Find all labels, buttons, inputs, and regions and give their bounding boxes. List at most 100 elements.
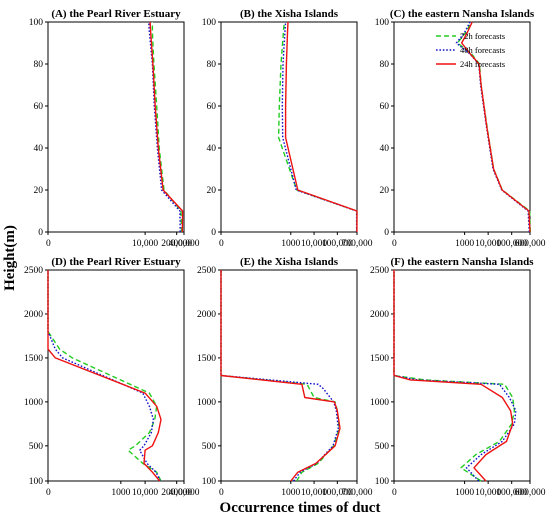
x-tick-label: 100,000 [496,239,527,249]
plot-frame [47,21,185,233]
x-tick-label: 100,000 [322,239,353,249]
x-tick-label: 10,000 [301,488,327,498]
y-tick-label: 1500 [24,354,43,364]
legend-label: 24h forecasts [460,59,505,69]
panel-title: (F) the eastern Nansha Islands [390,256,534,268]
x-tick-label: 0 [219,488,224,498]
series-line-dotted [455,21,530,233]
y-tick-label: 80 [207,60,217,70]
y-tick-label: 60 [380,102,390,112]
y-tick-label: 0 [211,228,216,238]
chart-panels: (A) the Pearl River Estuary0204060801000… [24,8,546,498]
panel-title: (D) the Pearl River Estuary [51,256,181,268]
x-tick-label: 100,000 [322,488,353,498]
x-tick-label: 0 [392,239,397,249]
x-tick-label: 400,000 [169,488,200,498]
y-tick-label: 2500 [24,266,43,276]
x-tick-label: 1000 [281,488,300,498]
y-tick-label: 1500 [370,354,389,364]
y-tick-label: 20 [380,186,390,196]
series-line-dotted [220,270,339,482]
y-tick-label: 2000 [197,310,216,320]
y-tick-label: 0 [38,228,43,238]
legend: 72h forecasts 48h forecasts 24h forecasts [436,31,505,69]
y-tick-label: 100 [202,477,217,487]
y-tick-label: 1000 [24,398,43,408]
x-tick-label: 1000 [455,239,474,249]
x-tick-label: 1000 [111,488,130,498]
chart-panel-3: (D) the Pearl River Estuary 100 500 1000 150… [24,256,200,498]
x-tick-label: 0 [46,239,51,249]
x-tick-label: 0 [46,488,51,498]
chart-panel-4: (E) the Xisha Islands 100 500 1000 1500 2000 2… [197,256,373,498]
series-line-solid [284,21,358,233]
y-tick-label: 2000 [24,310,43,320]
y-tick-label: 80 [380,60,390,70]
series-line-dotted [281,21,358,232]
y-tick-label: 20 [34,186,44,196]
series-line-solid [393,270,514,482]
plot-frame [220,269,358,482]
y-tick-label: 100 [202,18,217,28]
series-line-dotted [47,270,161,482]
y-tick-label: 1000 [197,398,216,408]
series-line-solid [461,21,531,233]
series-line-dashed [47,270,162,482]
series-line-dotted [148,21,181,233]
series-line-dashed [277,21,358,233]
legend-label: 48h forecasts [460,45,505,55]
y-tick-label: 0 [384,228,389,238]
x-tick-label: 200,000 [161,488,192,498]
plot-frame [47,269,185,482]
x-tick-label: 400,000 [169,239,200,249]
y-tick-label: 100 [375,18,390,28]
figure-xlabel: Occurrence times of duct [220,500,381,516]
x-tick-label: 10,000 [475,488,501,498]
y-tick-label: 2000 [370,310,389,320]
plot-frame [220,21,358,233]
x-tick-label: 100,000 [496,488,527,498]
panel-title: (A) the Pearl River Estuary [51,8,181,20]
series-line-solid [220,270,341,482]
x-tick-label: 0 [392,488,397,498]
series-line-solid [47,270,162,482]
y-tick-label: 80 [34,60,44,70]
y-tick-label: 20 [207,186,217,196]
series-line-dashed [220,270,340,482]
chart-panel-0: (A) the Pearl River Estuary 0 20 40 60 80 100 0… [29,8,200,249]
panel-title: (E) the Xisha Islands [240,256,339,268]
plot-frame [393,21,531,233]
y-tick-label: 40 [380,144,390,154]
y-tick-label: 2500 [197,266,216,276]
x-tick-label: 200,000 [161,239,192,249]
x-tick-label: 700,000 [342,239,373,249]
legend-label: 72h forecasts [460,31,505,41]
x-tick-label: 10,000 [475,239,501,249]
y-tick-label: 40 [207,144,217,154]
panel-title: (B) the Xisha Islands [240,8,339,20]
series-line-dashed [151,22,183,233]
x-tick-label: 1000 [455,488,474,498]
plot-frame [393,269,531,482]
y-tick-label: 1000 [370,398,389,408]
y-tick-label: 100 [375,477,390,487]
y-tick-label: 40 [34,144,44,154]
series-line-dashed [393,270,516,482]
x-tick-label: 700,000 [342,488,373,498]
x-tick-label: 600,000 [515,239,546,249]
series-line-solid [149,21,184,233]
x-tick-label: 600,000 [515,488,546,498]
x-tick-label: 10,000 [132,488,158,498]
y-tick-label: 60 [207,102,217,112]
y-tick-label: 500 [375,442,390,452]
y-tick-label: 100 [29,477,44,487]
y-tick-label: 100 [29,18,44,28]
panel-title: (C) the eastern Nansha Islands [390,8,535,20]
x-tick-label: 0 [219,239,224,249]
series-line-dotted [393,270,517,482]
chart-panel-2: (C) the eastern Nansha Islands 0 20 40 60 80 1… [375,8,546,249]
x-tick-label: 10,000 [132,239,158,249]
y-tick-label: 60 [34,102,44,112]
